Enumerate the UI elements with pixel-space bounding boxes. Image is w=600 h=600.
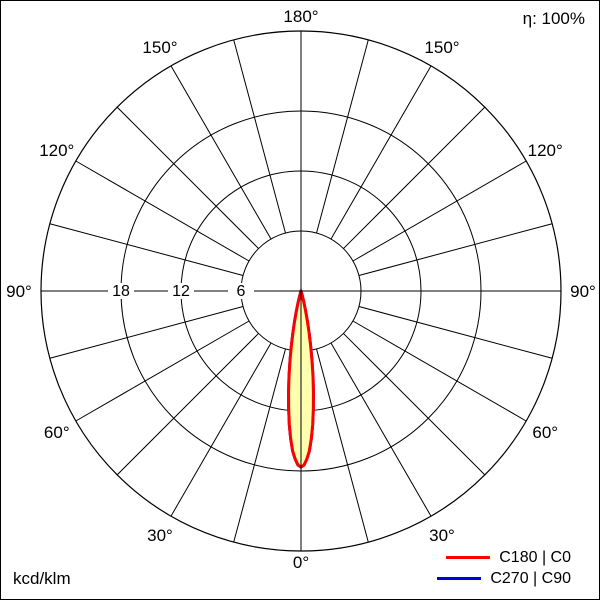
grid-spoke (233, 348, 286, 543)
grid-spoke (170, 65, 272, 240)
legend: C180 | C0 C270 | C90 (437, 547, 571, 589)
grid-spoke (49, 223, 244, 276)
grid-spoke (170, 342, 272, 517)
grid-spoke (116, 106, 259, 249)
grid-spoke (75, 320, 250, 422)
grid-spoke (316, 348, 369, 543)
radial-tick-label: 18 (112, 283, 130, 300)
grid-spoke (358, 223, 553, 276)
grid-spoke (343, 106, 486, 249)
grid-spoke (316, 39, 369, 234)
tick-label-mask (108, 283, 134, 299)
grid-spoke (352, 160, 527, 262)
tick-label-mask (168, 283, 194, 299)
grid-spoke (330, 65, 432, 240)
legend-item-c270-c90: C270 | C90 (437, 568, 571, 589)
grid-spoke (343, 333, 486, 476)
angle-label: 120° (528, 141, 563, 160)
angle-label: 120° (39, 141, 74, 160)
angle-label: 30° (147, 526, 173, 545)
unit-label: kcd/klm (13, 569, 71, 588)
grid-spoke (116, 333, 259, 476)
legend-line-c270-c90 (437, 577, 482, 580)
grid-spoke (233, 39, 286, 234)
grid-spoke (352, 320, 527, 422)
angle-label: 0° (293, 553, 309, 572)
legend-item-c180-c0: C180 | C0 (437, 547, 571, 568)
radial-tick-label: 12 (172, 283, 190, 300)
angle-label: 150° (424, 38, 459, 57)
angle-label: 90° (6, 282, 32, 301)
legend-line-c180-c0 (446, 556, 491, 559)
angle-label: 60° (44, 423, 70, 442)
angle-label: 60° (532, 423, 558, 442)
tick-label-mask (228, 283, 254, 299)
angle-label: 180° (283, 7, 318, 26)
legend-label-c180-c0: C180 | C0 (499, 548, 571, 566)
grid-spoke (75, 160, 250, 262)
grid-spoke (330, 342, 432, 517)
angle-label: 150° (142, 38, 177, 57)
grid-spoke (49, 306, 244, 359)
angle-label: 90° (570, 282, 596, 301)
efficiency-label: η: 100% (522, 9, 585, 28)
radial-tick-label: 6 (237, 283, 246, 300)
angle-label: 30° (429, 526, 455, 545)
grid-spoke (358, 306, 553, 359)
legend-label-c270-c90: C270 | C90 (490, 569, 571, 587)
